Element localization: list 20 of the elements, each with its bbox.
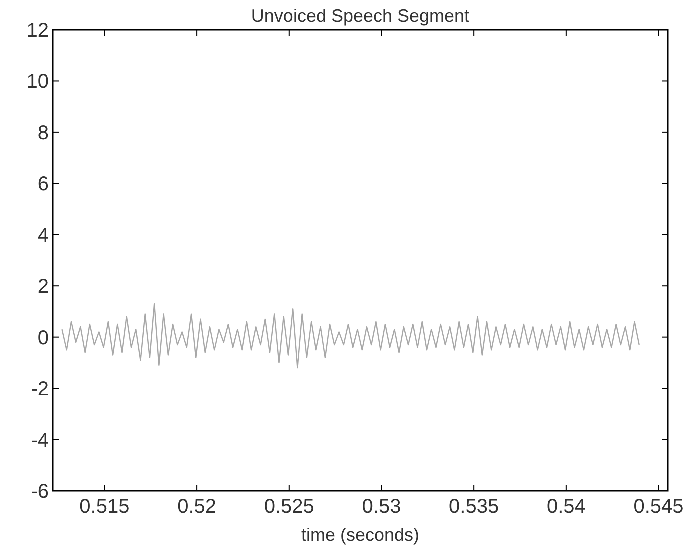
y-tick-label: -6 [31,481,49,503]
chart-title: Unvoiced Speech Segment [251,6,470,26]
x-tick-label: 0.54 [546,496,586,518]
x-tick-label: 0.515 [80,496,130,518]
y-tick-label: 4 [38,224,49,247]
y-tick-label: 12 [26,20,49,42]
y-tick-label: 6 [38,174,49,196]
y-tick-label: 2 [38,276,49,298]
y-tick-label: -4 [31,430,49,452]
x-axis-title: time (seconds) [301,525,420,545]
x-tick-label: 0.535 [449,496,500,518]
y-tick-label: 10 [26,71,49,94]
y-tick-label: -2 [31,378,49,401]
x-tick-label: 0.52 [178,496,217,518]
line-series [62,303,640,369]
x-tick-label: 0.545 [634,496,684,518]
x-tick-label: 0.53 [362,496,402,518]
y-tick-label: 0 [38,327,49,350]
y-tick-label: 8 [38,122,49,144]
x-tick-label: 0.525 [264,496,314,518]
